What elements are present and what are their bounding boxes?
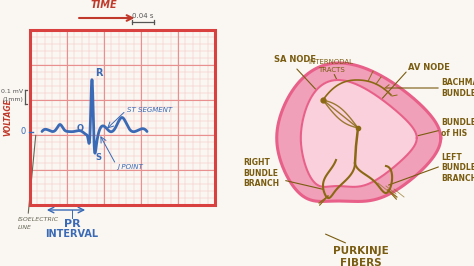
Text: INTERNODAL
TRACTS: INTERNODAL TRACTS <box>309 60 354 73</box>
Polygon shape <box>277 63 441 201</box>
Text: LEFT
BUNDLE
BRANCH: LEFT BUNDLE BRANCH <box>441 153 474 183</box>
Text: PR: PR <box>64 219 80 229</box>
Text: BUNDLE
of HIS: BUNDLE of HIS <box>441 118 474 138</box>
Text: RIGHT
BUNDLE
BRANCH: RIGHT BUNDLE BRANCH <box>243 158 279 188</box>
Text: SA NODE: SA NODE <box>274 56 316 64</box>
Text: PURKINJE
FIBERS: PURKINJE FIBERS <box>333 246 389 266</box>
Text: LINE: LINE <box>18 225 32 230</box>
Text: S: S <box>95 153 101 162</box>
Text: R: R <box>95 68 102 77</box>
Text: 0.04 s: 0.04 s <box>132 13 154 19</box>
Text: 0.1 mV: 0.1 mV <box>1 89 23 94</box>
Bar <box>30 30 215 205</box>
Polygon shape <box>301 80 417 187</box>
Text: ISOELECTRIC: ISOELECTRIC <box>18 217 59 222</box>
Text: ST SEGMENT: ST SEGMENT <box>127 106 172 113</box>
Text: Q: Q <box>76 124 83 133</box>
Text: 0: 0 <box>21 127 26 136</box>
Text: INTERVAL: INTERVAL <box>46 229 99 239</box>
Text: AV NODE: AV NODE <box>408 64 450 73</box>
Text: BACHMANN'S
BUNDLE: BACHMANN'S BUNDLE <box>441 78 474 98</box>
Text: (1mm): (1mm) <box>2 97 23 102</box>
Text: VOLTAGE: VOLTAGE <box>3 99 12 136</box>
Text: TIME: TIME <box>91 0 117 10</box>
Text: J POINT: J POINT <box>117 164 143 169</box>
